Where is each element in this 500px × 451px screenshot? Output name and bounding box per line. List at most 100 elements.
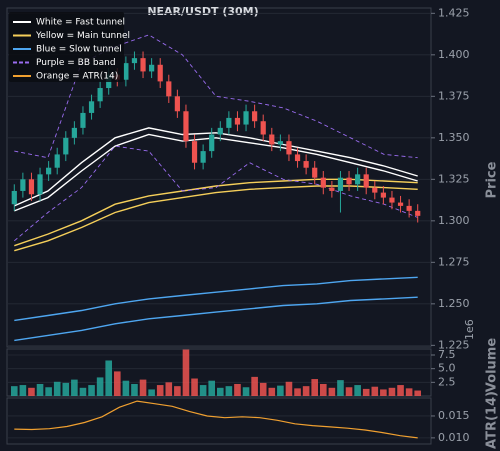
volume-bar xyxy=(345,387,353,396)
volume-bar xyxy=(414,390,422,396)
volume-bar xyxy=(28,387,35,396)
volume-bar xyxy=(148,389,155,396)
candle-body xyxy=(415,210,421,216)
indicator-line xyxy=(14,145,418,242)
volume-bar xyxy=(174,386,181,396)
volume-bar xyxy=(311,379,319,396)
y-tick-label: 1.325 xyxy=(438,172,470,185)
volume-bar xyxy=(337,380,344,396)
y-tick-label: 5.0 xyxy=(438,362,456,375)
volume-bar xyxy=(113,371,121,396)
candle-body xyxy=(157,64,163,82)
candle-body xyxy=(37,174,43,195)
price-panel xyxy=(6,7,432,348)
volume-bar xyxy=(182,349,190,396)
candle-body xyxy=(71,127,77,138)
volume-bar xyxy=(71,379,78,396)
volume-bar xyxy=(156,385,164,396)
y-tick-label: 1.375 xyxy=(438,89,470,102)
volume-bar xyxy=(259,382,267,396)
y-axis-label: ATR(14) xyxy=(485,391,500,449)
candle-body xyxy=(252,111,258,122)
indicator-line xyxy=(14,185,418,252)
y-tick-label: 1.350 xyxy=(438,131,470,144)
candle-body xyxy=(303,161,309,168)
legend-label: Yellow = Main tunnel xyxy=(35,31,130,41)
volume-bar xyxy=(88,385,95,396)
y-tick-label: 1.300 xyxy=(438,214,470,227)
volume-bar xyxy=(268,387,276,396)
candle-body xyxy=(123,63,129,80)
candle-body xyxy=(200,151,206,163)
y-tick-label: 1.225 xyxy=(438,338,470,351)
candle-body xyxy=(355,174,361,185)
volume-bar xyxy=(36,383,44,396)
volume-bar xyxy=(302,386,310,396)
candle-body xyxy=(131,58,138,64)
candle-body xyxy=(277,141,283,145)
candle-body xyxy=(174,96,180,112)
candle-body xyxy=(28,179,35,195)
y-tick-label: 1.275 xyxy=(438,255,470,268)
candle-body xyxy=(149,64,155,72)
candle-body xyxy=(243,111,249,125)
volume-bar xyxy=(234,383,241,396)
candle-body xyxy=(97,88,103,102)
y-tick-label: 7.5 xyxy=(438,348,456,361)
candle-body xyxy=(380,192,386,198)
legend-label: Blue = Slow tunnel xyxy=(36,45,122,55)
legend-box xyxy=(9,12,124,82)
volume-bar xyxy=(165,382,173,396)
volume-bar xyxy=(62,382,70,396)
candle-body xyxy=(183,111,189,142)
indicator-line xyxy=(14,127,418,207)
volume-bar xyxy=(191,378,198,396)
volume-bar xyxy=(319,383,327,396)
candle-body xyxy=(397,202,404,206)
volume-bar xyxy=(96,377,104,396)
indicator-line xyxy=(14,133,418,212)
volume-bar xyxy=(354,385,361,396)
atr-line xyxy=(14,400,418,439)
y-tick-label: 1.400 xyxy=(438,48,470,61)
candle-body xyxy=(140,58,146,72)
volume-bar xyxy=(328,387,336,396)
y-tick-label: 1.425 xyxy=(438,6,470,19)
volume-bar xyxy=(45,387,52,396)
candle-body xyxy=(269,134,275,145)
candle-body xyxy=(406,205,412,211)
candle-body xyxy=(320,177,326,188)
candle-body xyxy=(226,117,232,128)
volume-bar xyxy=(388,387,396,396)
candle-body xyxy=(389,197,395,203)
y-tick-label: 0.010 xyxy=(438,431,470,444)
candle-body xyxy=(63,137,69,155)
volume-bar xyxy=(139,379,147,396)
candle-body xyxy=(166,81,172,97)
candle-body xyxy=(286,141,292,155)
candle-body xyxy=(209,134,215,152)
volume-bar xyxy=(225,386,233,396)
candle-body xyxy=(54,154,60,168)
candle-body xyxy=(294,154,301,162)
indicator-line xyxy=(14,296,418,342)
candle-body xyxy=(191,141,198,163)
candle-body xyxy=(372,187,378,193)
candle-body xyxy=(80,112,86,128)
indicator-line xyxy=(14,276,418,322)
volume-bar xyxy=(294,388,301,396)
candle-body xyxy=(337,177,344,191)
candle-body xyxy=(312,167,318,178)
volume-bar xyxy=(208,380,216,396)
volume-bar xyxy=(285,381,293,396)
volume-bar xyxy=(371,386,379,396)
volume-bar xyxy=(362,388,370,396)
candle-body xyxy=(346,177,352,185)
legend-label: Purple = BB band xyxy=(36,58,116,68)
y-tick-label: 0.015 xyxy=(438,409,470,422)
atr-panel xyxy=(6,397,432,445)
candle-body xyxy=(46,167,52,175)
legend-label: White = Fast tunnel xyxy=(36,18,125,28)
volume-bar xyxy=(122,380,130,396)
